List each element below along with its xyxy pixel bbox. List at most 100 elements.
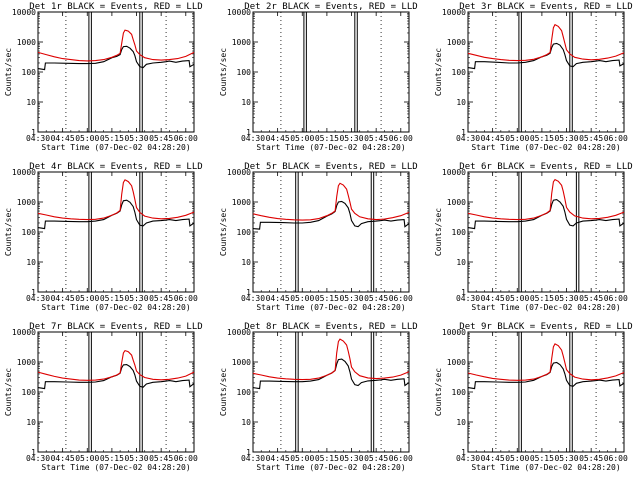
y-tick-label: 100 — [237, 388, 252, 397]
y-tick-label: 10000 — [12, 8, 36, 17]
x-tick-label: 05:00 — [505, 454, 529, 463]
series-events-line — [467, 42, 625, 70]
y-tick-label: 10 — [26, 418, 36, 427]
y-tick-label: 1000 — [17, 358, 36, 367]
y-tick-label: 10000 — [12, 328, 36, 337]
x-tick-label: 05:15 — [315, 294, 339, 303]
detector-panel-2: Det 2r BLACK = Events, RED = LLD 1 10 100 10… — [219, 2, 418, 152]
panel-title: Det 3r BLACK = Events, RED = LLD — [459, 2, 632, 12]
panel-title: Det 8r BLACK = Events, RED = LLD — [244, 322, 417, 332]
series-lld-line — [37, 29, 195, 62]
plot-frame — [252, 171, 410, 293]
x-tick-label: 06:00 — [389, 134, 413, 143]
x-tick-label: 04:45 — [266, 294, 290, 303]
x-tick-label: 05:15 — [100, 454, 124, 463]
y-tick-label: 10 — [456, 418, 466, 427]
x-axis-label: Start Time (07-Dec-02 04:28:20) — [41, 463, 190, 472]
x-tick-label: 05:00 — [290, 454, 314, 463]
x-tick-label: 04:30 — [26, 134, 50, 143]
x-axis-label: Start Time (07-Dec-02 04:28:20) — [256, 143, 405, 152]
y-tick-label: 10000 — [227, 168, 251, 177]
series-events-line — [37, 45, 195, 71]
detector-panel-9: Det 9r BLACK = Events, RED = LLD 1 10 100 10… — [434, 322, 633, 472]
x-tick-label: 06:00 — [389, 294, 413, 303]
panel-title: Det 7r BLACK = Events, RED = LLD — [29, 322, 202, 332]
x-tick-label: 05:45 — [579, 134, 603, 143]
x-tick-label: 04:45 — [266, 454, 290, 463]
detector-panel-6: Det 6r BLACK = Events, RED = LLD 1 10 100 10… — [434, 162, 633, 312]
y-axis-label: Counts/sec — [219, 48, 228, 96]
y-tick-label: 1 — [246, 288, 251, 297]
y-tick-label: 10 — [241, 98, 251, 107]
panel-title: Det 9r BLACK = Events, RED = LLD — [459, 322, 632, 332]
detector-panel-5: Det 5r BLACK = Events, RED = LLD 1 10 100 10… — [219, 162, 418, 312]
x-tick-label: 05:00 — [75, 134, 99, 143]
plot-frame — [37, 331, 195, 453]
series-lld-line — [252, 338, 410, 381]
x-tick-label: 05:45 — [149, 134, 173, 143]
x-tick-label: 04:45 — [51, 454, 75, 463]
y-tick-label: 100 — [22, 68, 37, 77]
detector-panel-1: Det 1r BLACK = Events, RED = LLD 1 10 100 10… — [4, 2, 203, 152]
x-tick-label: 06:00 — [174, 134, 198, 143]
x-tick-label: 05:45 — [149, 294, 173, 303]
y-tick-label: 10 — [456, 98, 466, 107]
x-tick-label: 05:15 — [315, 454, 339, 463]
plot-frame — [37, 171, 195, 293]
x-tick-label: 05:30 — [124, 294, 148, 303]
y-tick-label: 1 — [461, 288, 466, 297]
x-tick-label: 05:30 — [554, 454, 578, 463]
x-tick-label: 05:45 — [579, 454, 603, 463]
y-tick-label: 1 — [31, 128, 36, 137]
y-tick-label: 1 — [246, 128, 251, 137]
y-tick-label: 100 — [452, 388, 467, 397]
series-lld-line — [37, 179, 195, 221]
y-axis-label: Counts/sec — [219, 368, 228, 416]
x-tick-label: 04:30 — [26, 294, 50, 303]
y-tick-label: 1 — [246, 448, 251, 457]
x-tick-label: 05:30 — [554, 294, 578, 303]
x-tick-label: 05:00 — [505, 294, 529, 303]
x-tick-label: 05:00 — [505, 134, 529, 143]
y-tick-label: 10 — [241, 418, 251, 427]
series-events-line — [37, 364, 195, 390]
y-axis-label: Counts/sec — [4, 208, 13, 256]
y-tick-label: 1000 — [232, 38, 251, 47]
y-tick-label: 100 — [237, 68, 252, 77]
panel-title: Det 1r BLACK = Events, RED = LLD — [29, 2, 202, 12]
y-tick-label: 1000 — [17, 38, 36, 47]
y-tick-label: 10000 — [442, 168, 466, 177]
panel-title: Det 4r BLACK = Events, RED = LLD — [29, 162, 202, 172]
x-tick-label: 04:45 — [481, 134, 505, 143]
y-axis-label: Counts/sec — [4, 48, 13, 96]
x-tick-label: 05:30 — [124, 454, 148, 463]
x-tick-label: 05:45 — [579, 294, 603, 303]
x-tick-label: 05:30 — [339, 454, 363, 463]
x-tick-label: 04:45 — [481, 454, 505, 463]
detector-panel-7: Det 7r BLACK = Events, RED = LLD 1 10 100 10… — [4, 322, 203, 472]
series-events-line — [467, 361, 625, 390]
x-tick-label: 05:45 — [364, 294, 388, 303]
plot-frame — [252, 331, 410, 453]
x-tick-label: 05:15 — [530, 134, 554, 143]
x-axis-label: Start Time (07-Dec-02 04:28:20) — [41, 303, 190, 312]
x-tick-label: 04:30 — [456, 134, 480, 143]
x-tick-label: 05:45 — [364, 134, 388, 143]
series-events-line — [467, 199, 625, 230]
x-axis-label: Start Time (07-Dec-02 04:28:20) — [41, 143, 190, 152]
x-tick-label: 05:30 — [124, 134, 148, 143]
x-axis-label: Start Time (07-Dec-02 04:28:20) — [471, 303, 620, 312]
y-tick-label: 1000 — [232, 198, 251, 207]
y-axis-label: Counts/sec — [4, 368, 13, 416]
y-tick-label: 10 — [241, 258, 251, 267]
y-tick-label: 10 — [456, 258, 466, 267]
y-tick-label: 10 — [26, 258, 36, 267]
series-lld-line — [37, 349, 195, 381]
x-tick-label: 04:45 — [266, 134, 290, 143]
detector-panel-4: Det 4r BLACK = Events, RED = LLD 1 10 100 10… — [4, 162, 203, 312]
y-tick-label: 1000 — [447, 198, 466, 207]
y-tick-label: 1 — [461, 448, 466, 457]
x-tick-label: 04:45 — [481, 294, 505, 303]
x-tick-label: 04:30 — [241, 294, 265, 303]
